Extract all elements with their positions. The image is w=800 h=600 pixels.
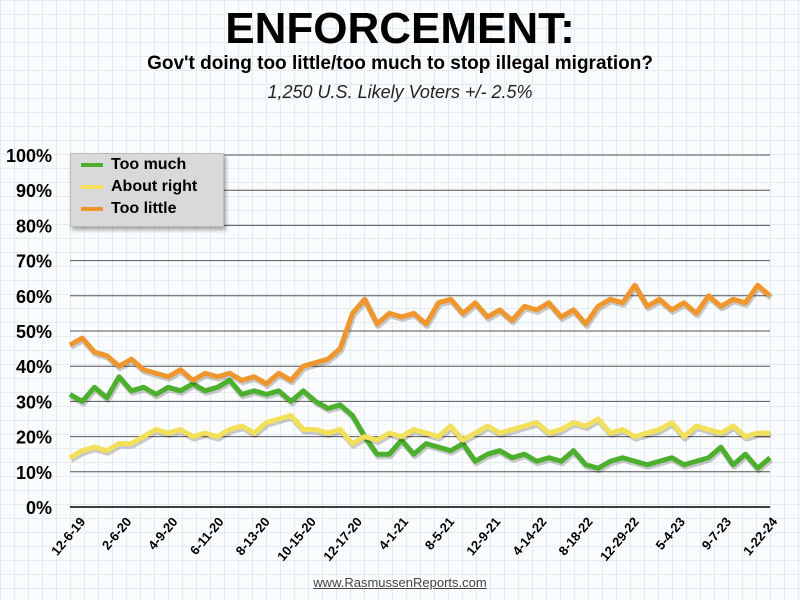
sample-note: 1,250 U.S. Likely Voters +/- 2.5% xyxy=(267,82,533,102)
legend-item-too-little: Too little xyxy=(81,198,223,220)
legend-label: About right xyxy=(111,178,198,195)
x-tick-label: 10-15-20 xyxy=(274,514,319,564)
series-line-too-much xyxy=(68,374,772,471)
y-tick-label: 0% xyxy=(26,498,52,518)
source-link[interactable]: www.RasmussenReports.com xyxy=(313,575,487,590)
legend: Too much About right Too little xyxy=(70,153,224,227)
legend-swatch xyxy=(81,185,103,189)
y-tick-label: 60% xyxy=(16,287,52,307)
legend-item-too-much: Too much xyxy=(81,154,223,176)
legend-swatch xyxy=(81,163,103,167)
y-tick-label: 50% xyxy=(16,322,52,342)
y-tick-label: 100% xyxy=(6,146,52,166)
x-tick-label: 8-18-22 xyxy=(555,514,595,558)
chart-subtitle: Gov't doing too little/too much to stop … xyxy=(147,53,653,74)
y-tick-label: 40% xyxy=(16,357,52,377)
series-line-about-right xyxy=(68,412,770,460)
legend-label: Too little xyxy=(111,200,177,217)
x-tick-label: 12-17-20 xyxy=(320,514,365,564)
x-tick-label: 9-7-23 xyxy=(699,514,735,552)
y-tick-label: 30% xyxy=(16,392,52,412)
x-tick-label: 4-9-20 xyxy=(145,514,181,552)
legend-swatch xyxy=(81,207,103,211)
y-tick-label: 20% xyxy=(16,428,52,448)
y-tick-label: 90% xyxy=(16,181,52,201)
x-tick-label: 12-6-19 xyxy=(48,514,88,558)
chart-title: ENFORCEMENT: xyxy=(225,4,575,53)
x-tick-label: 12-9-21 xyxy=(463,514,503,558)
x-tick-label: 4-14-22 xyxy=(509,514,549,558)
x-tick-label: 8-13-20 xyxy=(233,514,273,558)
x-tick-label: 5-4-23 xyxy=(652,514,688,552)
legend-label: Too much xyxy=(111,156,187,173)
x-tick-label: 1-22-24 xyxy=(740,514,781,559)
y-tick-label: 70% xyxy=(16,252,52,272)
x-tick-label: 6-11-20 xyxy=(187,514,227,557)
x-tick-label: 12-29-22 xyxy=(597,514,642,564)
series-line-too-little xyxy=(68,282,772,387)
x-tick-label: 8-5-21 xyxy=(422,514,458,552)
legend-item-about-right: About right xyxy=(81,176,223,198)
y-tick-label: 80% xyxy=(16,216,52,236)
x-tick-label: 4-1-21 xyxy=(376,514,412,552)
x-tick-label: 2-6-20 xyxy=(99,514,135,552)
y-tick-label: 10% xyxy=(16,463,52,483)
